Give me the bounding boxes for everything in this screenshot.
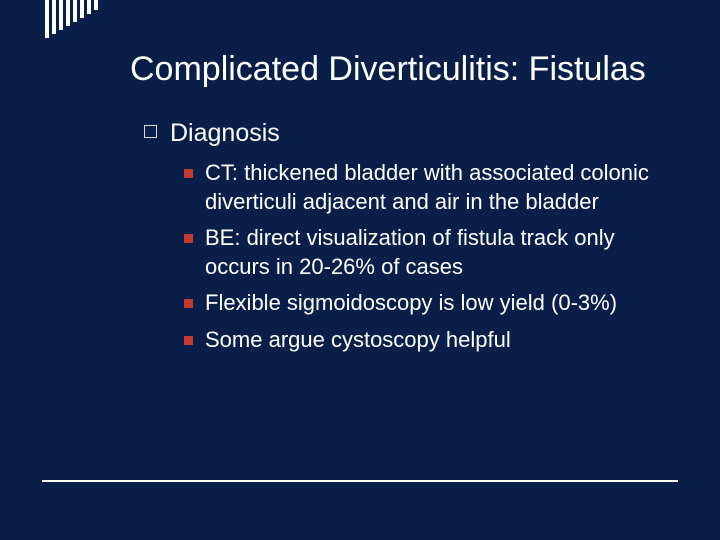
list-item-text: Some argue cystoscopy helpful: [205, 326, 511, 355]
list-item-text: CT: thickened bladder with associated co…: [205, 159, 650, 216]
decoration-bar: [59, 0, 63, 30]
decoration-bar: [66, 0, 70, 26]
decoration-bar: [87, 0, 91, 14]
list-item-text: Flexible sigmoidoscopy is low yield (0-3…: [205, 289, 617, 318]
decoration-bar: [52, 0, 56, 34]
slide-body: Diagnosis CT: thickened bladder with ass…: [130, 117, 650, 355]
list-item: Flexible sigmoidoscopy is low yield (0-3…: [184, 289, 650, 318]
slide-title: Complicated Diverticulitis: Fistulas: [130, 48, 650, 91]
corner-decoration: [45, 0, 98, 38]
decoration-bar: [45, 0, 49, 38]
slide: Complicated Diverticulitis: Fistulas Dia…: [0, 0, 720, 355]
list-item: Some argue cystoscopy helpful: [184, 326, 650, 355]
decoration-bar: [80, 0, 84, 18]
decoration-bar: [73, 0, 77, 22]
section-heading-row: Diagnosis: [144, 117, 650, 150]
square-bullet-icon: [184, 336, 193, 345]
list-item: CT: thickened bladder with associated co…: [184, 159, 650, 216]
section-heading: Diagnosis: [170, 117, 280, 150]
outline-square-bullet-icon: [144, 125, 157, 138]
decoration-bar: [94, 0, 98, 10]
bullet-list: CT: thickened bladder with associated co…: [144, 159, 650, 355]
square-bullet-icon: [184, 299, 193, 308]
square-bullet-icon: [184, 169, 193, 178]
list-item-text: BE: direct visualization of fistula trac…: [205, 224, 650, 281]
square-bullet-icon: [184, 234, 193, 243]
horizontal-rule: [42, 480, 678, 482]
list-item: BE: direct visualization of fistula trac…: [184, 224, 650, 281]
